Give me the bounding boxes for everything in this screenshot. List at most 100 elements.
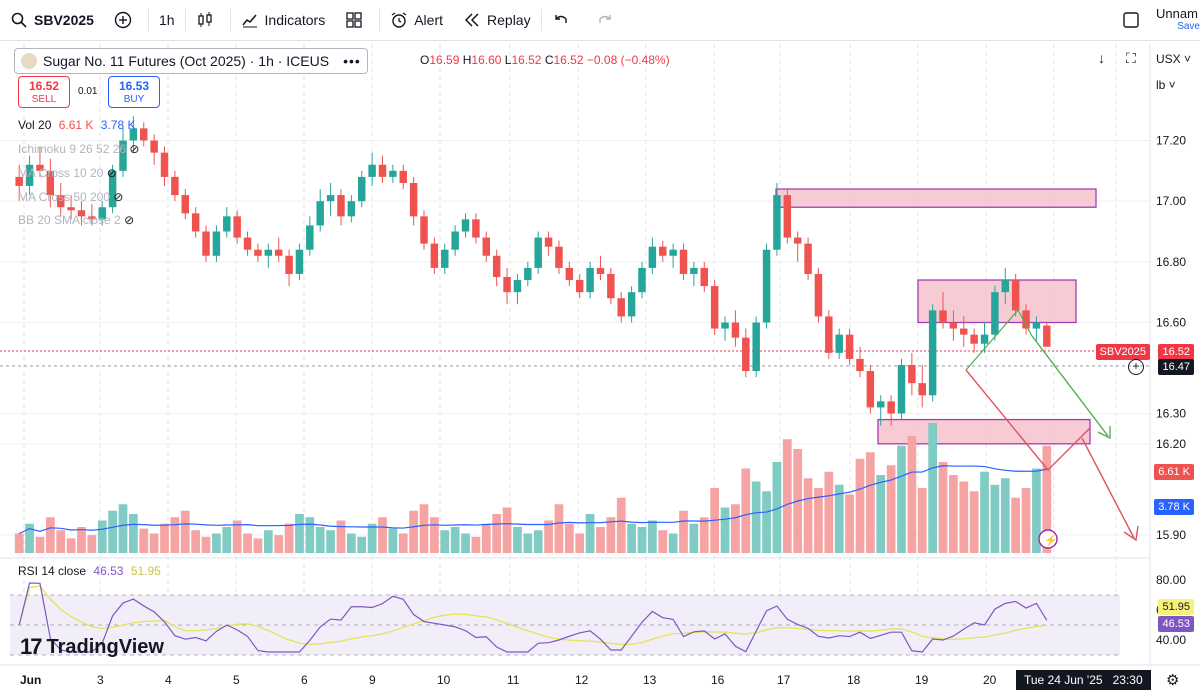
volume-bar	[627, 523, 636, 553]
volume-bar	[648, 520, 657, 553]
volume-bar	[263, 530, 273, 553]
volume-bar	[56, 530, 66, 553]
symbol-search[interactable]: SBV2025	[0, 0, 104, 40]
time-tick-label: Jun	[20, 673, 41, 687]
crosshair-time-label: Tue 24 Jun '25 23:30	[1016, 670, 1151, 690]
volume-bar	[243, 533, 252, 553]
candle-body	[908, 364, 916, 384]
candle-body	[368, 164, 376, 177]
unit-selector[interactable]: lb ˅	[1156, 78, 1176, 92]
redo-button[interactable]	[586, 0, 630, 40]
candle-body	[845, 334, 854, 359]
buy-button[interactable]: 16.53 BUY	[108, 76, 160, 108]
volume-bar	[834, 484, 844, 553]
candle-body	[607, 273, 615, 299]
volume-bar	[824, 471, 834, 553]
candle-body	[108, 170, 117, 208]
rsi-legend[interactable]: RSI 14 close 46.53 51.95	[18, 564, 161, 578]
volume-bar	[585, 514, 595, 553]
divider	[540, 9, 542, 31]
volume-bar	[699, 517, 709, 553]
divider	[184, 9, 186, 31]
unit-label: lb	[1156, 78, 1166, 92]
replay-button[interactable]: Replay	[453, 0, 541, 40]
volume-bar	[305, 517, 315, 553]
candle-body	[88, 216, 96, 220]
volume-bar	[1021, 488, 1031, 553]
close-label: C	[544, 53, 554, 67]
settings-gear-icon[interactable]: ⚙	[1166, 672, 1180, 689]
bb-indicator-row[interactable]: BB 20 SMA close 2 ⊘	[18, 213, 134, 227]
hidden-eye-icon[interactable]: ⊘	[129, 142, 140, 156]
volume-bar	[803, 478, 813, 553]
fullscreen-icon[interactable]: ⛶	[1126, 50, 1136, 66]
symbol-legend[interactable]: Sugar No. 11 Futures (Oct 2025) · 1h · I…	[14, 48, 368, 74]
volume-bar	[97, 520, 107, 553]
hidden-eye-icon[interactable]: ⊘	[113, 190, 124, 204]
volume-bar	[170, 517, 180, 553]
compare-button[interactable]	[104, 0, 148, 40]
download-icon[interactable]: ↓	[1098, 50, 1105, 66]
candle-body	[171, 176, 179, 196]
indicators-label: Indicators	[264, 12, 326, 28]
templates-button[interactable]	[335, 0, 379, 40]
candle-body	[617, 298, 625, 317]
candle-body	[866, 371, 875, 408]
red-trend-line	[965, 369, 1091, 472]
trend-arrows: ⚡	[965, 308, 1139, 549]
candle-body	[887, 401, 895, 414]
layout-button[interactable]	[1112, 0, 1156, 40]
undo-icon	[554, 15, 567, 23]
candle-body	[710, 286, 719, 329]
more-icon[interactable]: •••	[343, 53, 361, 69]
high-value: 16.60	[471, 53, 502, 67]
candle-body	[254, 249, 262, 256]
time-tick-label: 11	[507, 673, 520, 687]
candle-body	[119, 140, 127, 171]
indicator-label: MA Cross 10 20	[18, 166, 104, 180]
volume-indicator-row[interactable]: Vol 20 6.61 K 3.78 K	[18, 118, 135, 132]
candle-body	[430, 243, 439, 268]
candle-body	[492, 255, 501, 277]
volume-bar	[388, 528, 398, 553]
sell-button[interactable]: 16.52 SELL	[18, 76, 70, 108]
volume-bar	[160, 523, 169, 553]
candle-body	[482, 237, 491, 256]
chart-type-button[interactable]	[186, 0, 230, 40]
candle-body	[15, 176, 23, 186]
price-chart[interactable]: ⚡ 17.20 17.00 16.80 16.60 16.30 16.20 15.90 80.…	[0, 41, 1200, 694]
redo-icon	[598, 15, 611, 23]
candle-body	[461, 219, 470, 232]
ma-cross-2-indicator-row[interactable]: MA Cross 50 200 ⊘	[18, 190, 123, 204]
volume-bar	[554, 504, 564, 553]
volume-bar	[25, 523, 34, 553]
last-price-tag: 16.52	[1158, 344, 1194, 360]
interval-button[interactable]: 1h	[149, 0, 185, 40]
volume-bar	[679, 510, 688, 553]
layout-name[interactable]: Unnam Save	[1156, 7, 1200, 33]
top-toolbar: SBV2025 1h Indicators Alert Replay Unnam…	[0, 0, 1200, 41]
volume-bar	[481, 523, 491, 553]
candle-body	[627, 292, 636, 317]
hidden-eye-icon[interactable]: ⊘	[124, 213, 135, 227]
ma-cross-1-indicator-row[interactable]: MA Cross 10 20 ⊘	[18, 166, 117, 180]
candle-body	[544, 237, 553, 247]
candle-body	[690, 267, 698, 274]
ichimoku-indicator-row[interactable]: Ichimoku 9 26 52 26 ⊘	[18, 142, 139, 156]
volume-bar	[357, 536, 367, 553]
add-plus-icon[interactable]: +	[1128, 359, 1144, 375]
indicators-button[interactable]: Indicators	[231, 0, 336, 40]
price-tick-label: 17.20	[1156, 134, 1186, 148]
time-tick-label: 10	[437, 673, 451, 687]
time-tick-label: 13	[643, 673, 657, 687]
volume-bar	[897, 445, 906, 553]
alert-button[interactable]: Alert	[380, 0, 453, 40]
hidden-eye-icon[interactable]: ⊘	[106, 166, 117, 180]
indicator-label: Ichimoku 9 26 52 26	[18, 142, 127, 156]
tv-logo-icon: 17	[20, 634, 43, 659]
rsi-series	[18, 582, 1048, 653]
candle-body	[731, 322, 740, 338]
candle-body	[742, 337, 750, 372]
undo-button[interactable]	[542, 0, 586, 40]
currency-selector[interactable]: USX ˅	[1156, 52, 1192, 66]
